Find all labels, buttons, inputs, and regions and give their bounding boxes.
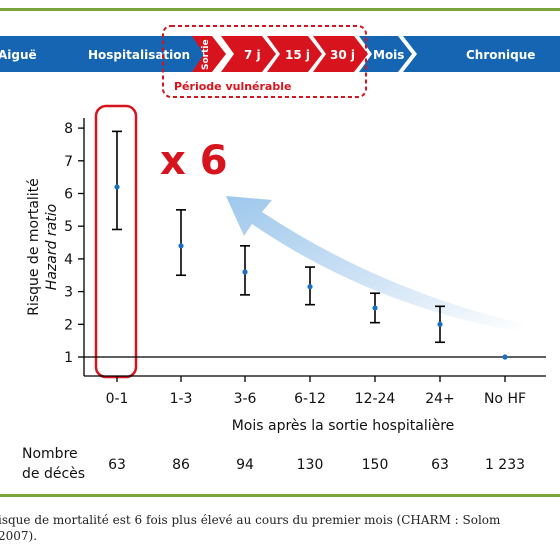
x-ticks: 0-1 1-3 3-6 6-12 12-24 24+ No HF — [106, 376, 526, 407]
phase-mois-chevron — [359, 36, 412, 72]
phase-15j-label: 15 j — [285, 48, 310, 62]
phase-mois-label: Mois — [373, 48, 404, 62]
deaths-label-line2: de décès — [22, 466, 85, 482]
death-count: 1 233 — [485, 457, 525, 473]
x6-annotation: x 6 — [160, 138, 228, 184]
vulnerable-period-box — [162, 25, 367, 98]
y-tick-label: 7 — [64, 154, 73, 170]
y-axis-subtitle: Hazard ratio — [44, 204, 60, 290]
data-point — [178, 243, 184, 249]
data-points — [112, 130, 508, 360]
data-point — [307, 284, 313, 290]
data-point — [437, 321, 443, 327]
death-count: 94 — [236, 457, 254, 473]
deaths-label-line1: Nombre — [22, 446, 78, 462]
phase-30j-label: 30 j — [330, 48, 355, 62]
bottom-rule — [0, 494, 560, 497]
first-month-highlight — [94, 104, 138, 379]
phase-7j-label: 7 j — [244, 48, 261, 62]
phase-acute-chevron — [0, 36, 74, 72]
phase-acute-label: Aiguë — [0, 48, 37, 62]
y-tick-label: 5 — [64, 219, 73, 235]
phase-7j-chevron — [221, 36, 276, 72]
x-tick-label: 12-24 — [355, 391, 396, 407]
figure-caption: isque de mortalité est 6 fois plus élevé… — [0, 512, 560, 544]
caption-line-1: isque de mortalité est 6 fois plus élevé… — [0, 513, 501, 527]
deaths-row: 63 86 94 130 150 63 1 233 — [108, 457, 525, 473]
phase-15j-chevron — [267, 36, 322, 72]
x-tick-label: 3-6 — [234, 391, 257, 407]
trend-arrow — [226, 196, 524, 332]
death-count: 150 — [362, 457, 389, 473]
y-tick-label: 3 — [64, 285, 73, 301]
x-axis-title: Mois après la sortie hospitalière — [232, 418, 455, 434]
data-point — [372, 305, 378, 311]
y-ticks: 1 2 3 4 5 6 7 8 — [64, 121, 84, 366]
x-tick-label: No HF — [484, 391, 526, 407]
death-count: 86 — [172, 457, 190, 473]
y-tick-label: 8 — [64, 121, 73, 137]
death-count: 63 — [431, 457, 449, 473]
y-tick-label: 4 — [64, 252, 73, 268]
data-point — [502, 354, 508, 360]
y-axis-title: Risque de mortalité — [26, 178, 42, 316]
phase-sortie-label: Sortie — [201, 39, 211, 70]
y-tick-label: 1 — [64, 350, 73, 366]
data-point — [242, 269, 248, 275]
y-tick-label: 6 — [64, 187, 73, 203]
x-tick-label: 24+ — [425, 391, 455, 407]
top-rule — [0, 8, 560, 11]
phase-sortie-chevron — [192, 36, 226, 72]
caption-line-2: 2007). — [0, 529, 38, 543]
death-count: 63 — [108, 457, 126, 473]
x-tick-label: 1-3 — [170, 391, 193, 407]
phase-30j-chevron — [313, 36, 368, 72]
x-tick-label: 6-12 — [294, 391, 326, 407]
phase-hospital-chevron — [57, 36, 210, 72]
phase-chronic-chevron — [403, 36, 560, 72]
y-tick-label: 2 — [64, 317, 73, 333]
x-tick-label: 0-1 — [106, 391, 129, 407]
death-count: 130 — [297, 457, 324, 473]
phase-hospital-label: Hospitalisation — [88, 48, 190, 62]
phase-chronic-label: Chronique — [466, 48, 535, 62]
vulnerable-period-label: Période vulnérable — [174, 80, 291, 93]
data-point — [114, 184, 120, 190]
